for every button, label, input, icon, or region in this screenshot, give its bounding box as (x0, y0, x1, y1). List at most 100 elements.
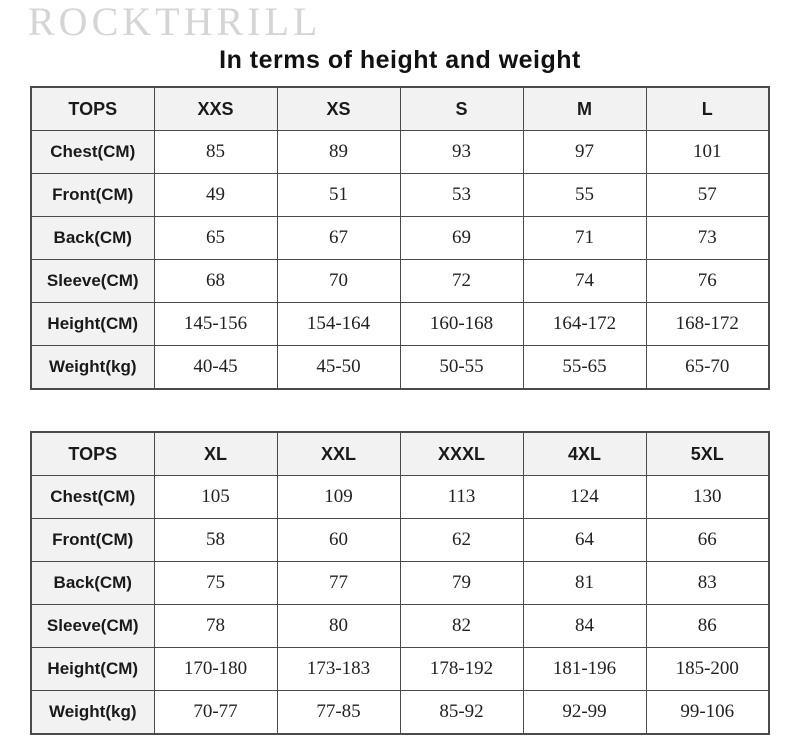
value-cell: 124 (522, 475, 647, 519)
row-label: Weight(kg) (30, 690, 155, 735)
value-cell: 51 (276, 173, 401, 217)
value-cell: 101 (645, 130, 770, 174)
corner-header: TOPS (30, 86, 155, 131)
value-cell: 69 (399, 216, 524, 260)
value-cell: 65-70 (645, 345, 770, 390)
column-header: 4XL (522, 431, 647, 476)
column-header: S (399, 86, 524, 131)
value-cell: 75 (153, 561, 278, 605)
value-cell: 82 (399, 604, 524, 648)
value-cell: 65 (153, 216, 278, 260)
value-cell: 80 (276, 604, 401, 648)
value-cell: 77 (276, 561, 401, 605)
row-label: Height(CM) (30, 647, 155, 691)
value-cell: 58 (153, 518, 278, 562)
value-cell: 92-99 (522, 690, 647, 735)
row-label: Back(CM) (30, 216, 155, 260)
row-label: Front(CM) (30, 173, 155, 217)
value-cell: 181-196 (522, 647, 647, 691)
value-cell: 170-180 (153, 647, 278, 691)
row-label: Front(CM) (30, 518, 155, 562)
value-cell: 78 (153, 604, 278, 648)
value-cell: 130 (645, 475, 770, 519)
table-row: Height(CM) 145-156 154-164 160-168 164-172 16… (30, 302, 770, 346)
value-cell: 173-183 (276, 647, 401, 691)
value-cell: 109 (276, 475, 401, 519)
table-row: Weight(kg) 40-45 45-50 50-55 55-65 65-70 (30, 345, 770, 390)
value-cell: 81 (522, 561, 647, 605)
value-cell: 83 (645, 561, 770, 605)
row-label: Height(CM) (30, 302, 155, 346)
value-cell: 185-200 (645, 647, 770, 691)
table-row: Sleeve(CM) 68 70 72 74 76 (30, 259, 770, 303)
value-cell: 85 (153, 130, 278, 174)
value-cell: 160-168 (399, 302, 524, 346)
value-cell: 76 (645, 259, 770, 303)
value-cell: 105 (153, 475, 278, 519)
table-row: Weight(kg) 70-77 77-85 85-92 92-99 99-106 (30, 690, 770, 735)
table-row: Back(CM) 65 67 69 71 73 (30, 216, 770, 260)
header-row: TOPS XL XXL XXXL 4XL 5XL (30, 431, 770, 476)
value-cell: 49 (153, 173, 278, 217)
value-cell: 86 (645, 604, 770, 648)
column-header: 5XL (645, 431, 770, 476)
value-cell: 67 (276, 216, 401, 260)
page-title: In terms of height and weight (219, 46, 581, 74)
value-cell: 89 (276, 130, 401, 174)
value-cell: 164-172 (522, 302, 647, 346)
value-cell: 66 (645, 518, 770, 562)
header-row: TOPS XXS XS S M L (30, 86, 770, 131)
value-cell: 145-156 (153, 302, 278, 346)
row-label: Sleeve(CM) (30, 259, 155, 303)
row-label: Chest(CM) (30, 475, 155, 519)
value-cell: 57 (645, 173, 770, 217)
value-cell: 50-55 (399, 345, 524, 390)
row-label: Weight(kg) (30, 345, 155, 390)
table-row: Front(CM) 58 60 62 64 66 (30, 518, 770, 562)
value-cell: 55 (522, 173, 647, 217)
row-label: Sleeve(CM) (30, 604, 155, 648)
size-table-xl-to-5xl: TOPS XL XXL XXXL 4XL 5XL Chest(CM) 105 109 113 124… (30, 431, 770, 735)
table-row: Front(CM) 49 51 53 55 57 (30, 173, 770, 217)
table-row: Chest(CM) 105 109 113 124 130 (30, 475, 770, 519)
value-cell: 84 (522, 604, 647, 648)
value-cell: 168-172 (645, 302, 770, 346)
value-cell: 154-164 (276, 302, 401, 346)
column-header: XXL (276, 431, 401, 476)
value-cell: 77-85 (276, 690, 401, 735)
value-cell: 113 (399, 475, 524, 519)
value-cell: 73 (645, 216, 770, 260)
corner-header: TOPS (30, 431, 155, 476)
column-header: M (522, 86, 647, 131)
column-header: L (645, 86, 770, 131)
value-cell: 40-45 (153, 345, 278, 390)
value-cell: 68 (153, 259, 278, 303)
value-cell: 97 (522, 130, 647, 174)
table-row: Sleeve(CM) 78 80 82 84 86 (30, 604, 770, 648)
table-row: Chest(CM) 85 89 93 97 101 (30, 130, 770, 174)
column-header: XXXL (399, 431, 524, 476)
value-cell: 85-92 (399, 690, 524, 735)
value-cell: 64 (522, 518, 647, 562)
value-cell: 45-50 (276, 345, 401, 390)
value-cell: 60 (276, 518, 401, 562)
size-table-xxs-to-l: TOPS XXS XS S M L Chest(CM) 85 89 93 97 101 Front(CM… (30, 86, 770, 390)
column-header: XXS (153, 86, 278, 131)
value-cell: 53 (399, 173, 524, 217)
value-cell: 70-77 (153, 690, 278, 735)
value-cell: 70 (276, 259, 401, 303)
value-cell: 71 (522, 216, 647, 260)
table-row: Back(CM) 75 77 79 81 83 (30, 561, 770, 605)
value-cell: 55-65 (522, 345, 647, 390)
value-cell: 178-192 (399, 647, 524, 691)
column-header: XS (276, 86, 401, 131)
value-cell: 79 (399, 561, 524, 605)
row-label: Back(CM) (30, 561, 155, 605)
value-cell: 99-106 (645, 690, 770, 735)
value-cell: 62 (399, 518, 524, 562)
value-cell: 93 (399, 130, 524, 174)
row-label: Chest(CM) (30, 130, 155, 174)
table-row: Height(CM) 170-180 173-183 178-192 181-196 18… (30, 647, 770, 691)
column-header: XL (153, 431, 278, 476)
